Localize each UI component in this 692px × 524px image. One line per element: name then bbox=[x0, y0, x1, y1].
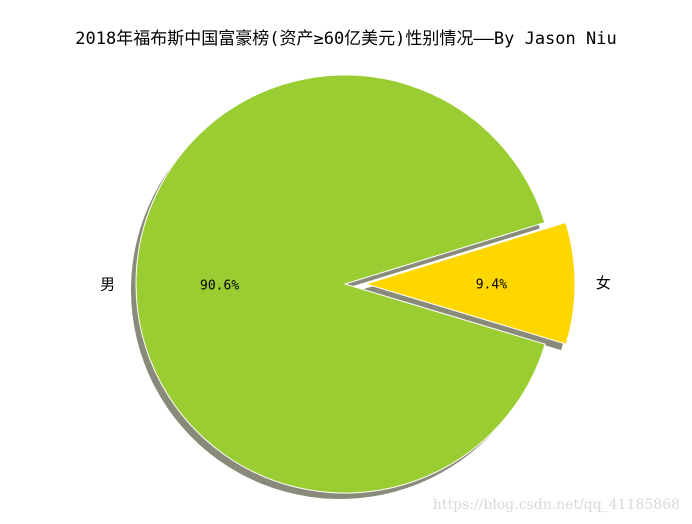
chart-title: 2018年福布斯中国富豪榜(资产≥60亿美元)性别情况——By Jason Ni… bbox=[75, 28, 616, 49]
pie-labels: 男 90.6% 女 9.4% bbox=[100, 274, 611, 294]
slice-1-label: 男 bbox=[100, 276, 115, 294]
slice-2-label: 女 bbox=[596, 274, 611, 292]
slice-1 bbox=[135, 74, 546, 494]
watermark-text: https://blog.csdn.net/qq_41185868 bbox=[433, 497, 680, 513]
slice-2 bbox=[364, 221, 576, 345]
slice-2-percent-label: 9.4% bbox=[476, 278, 507, 293]
slice-1-percent-label: 90.6% bbox=[200, 278, 239, 293]
pie-slices bbox=[135, 74, 576, 494]
